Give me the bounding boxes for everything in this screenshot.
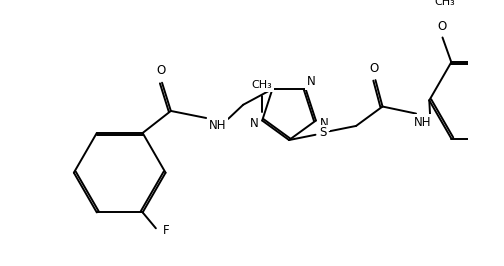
Text: CH₃: CH₃ xyxy=(252,80,273,90)
Text: N: N xyxy=(320,117,329,130)
Text: F: F xyxy=(163,223,169,236)
Text: O: O xyxy=(369,62,379,75)
Text: O: O xyxy=(157,64,166,77)
Text: O: O xyxy=(438,19,447,32)
Text: NH: NH xyxy=(413,116,431,129)
Text: S: S xyxy=(319,127,326,139)
Text: NH: NH xyxy=(209,119,226,132)
Text: CH₃: CH₃ xyxy=(434,0,455,7)
Text: N: N xyxy=(306,75,315,88)
Text: N: N xyxy=(249,117,258,130)
